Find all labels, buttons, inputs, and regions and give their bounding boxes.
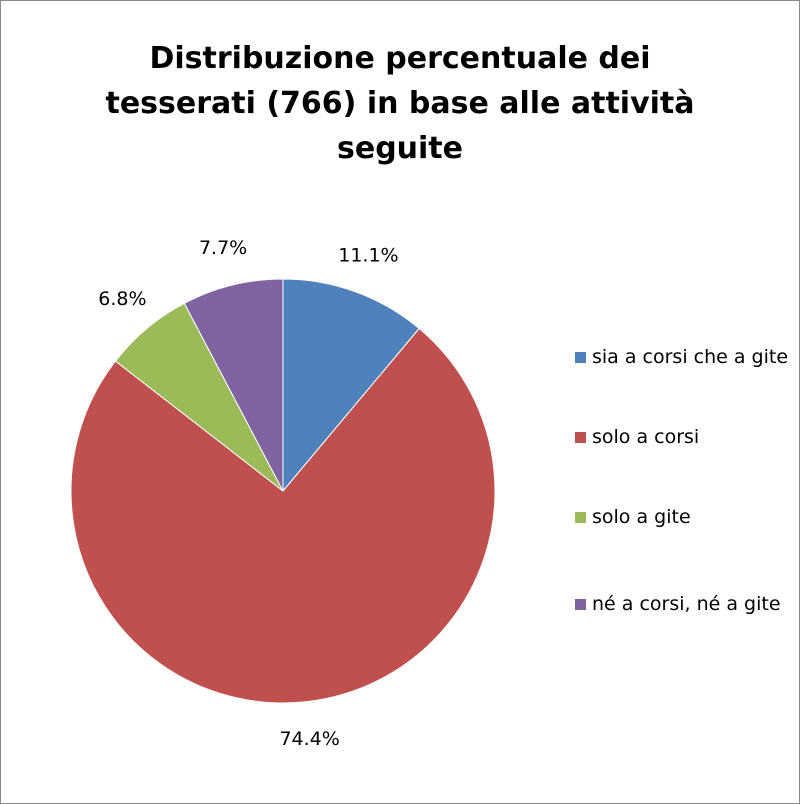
data-label: 11.1% <box>338 245 398 267</box>
data-label: 6.8% <box>98 288 146 310</box>
pie-slice <box>282 278 420 493</box>
legend-swatch <box>575 352 586 363</box>
legend-label: sia a corsi che a gite <box>592 346 789 368</box>
legend-item: solo a corsi <box>575 423 790 452</box>
legend-swatch <box>575 432 586 443</box>
legend-swatch <box>575 599 586 610</box>
pie-slice <box>183 278 284 492</box>
legend-swatch <box>575 512 586 523</box>
legend-item: sia a corsi che a gite <box>575 343 790 372</box>
legend-item: solo a gite <box>575 503 790 532</box>
data-label: 74.4% <box>279 728 339 750</box>
data-label: 7.7% <box>199 237 247 259</box>
legend-item: né a corsi, né a gite <box>575 590 790 619</box>
chart-title: Distribuzione percentuale dei tesserati … <box>105 41 695 166</box>
legend-label: solo a corsi <box>592 426 700 448</box>
legend-label: né a corsi, né a gite <box>592 593 781 615</box>
pie-slice <box>70 327 496 704</box>
legend-label: solo a gite <box>592 506 691 528</box>
